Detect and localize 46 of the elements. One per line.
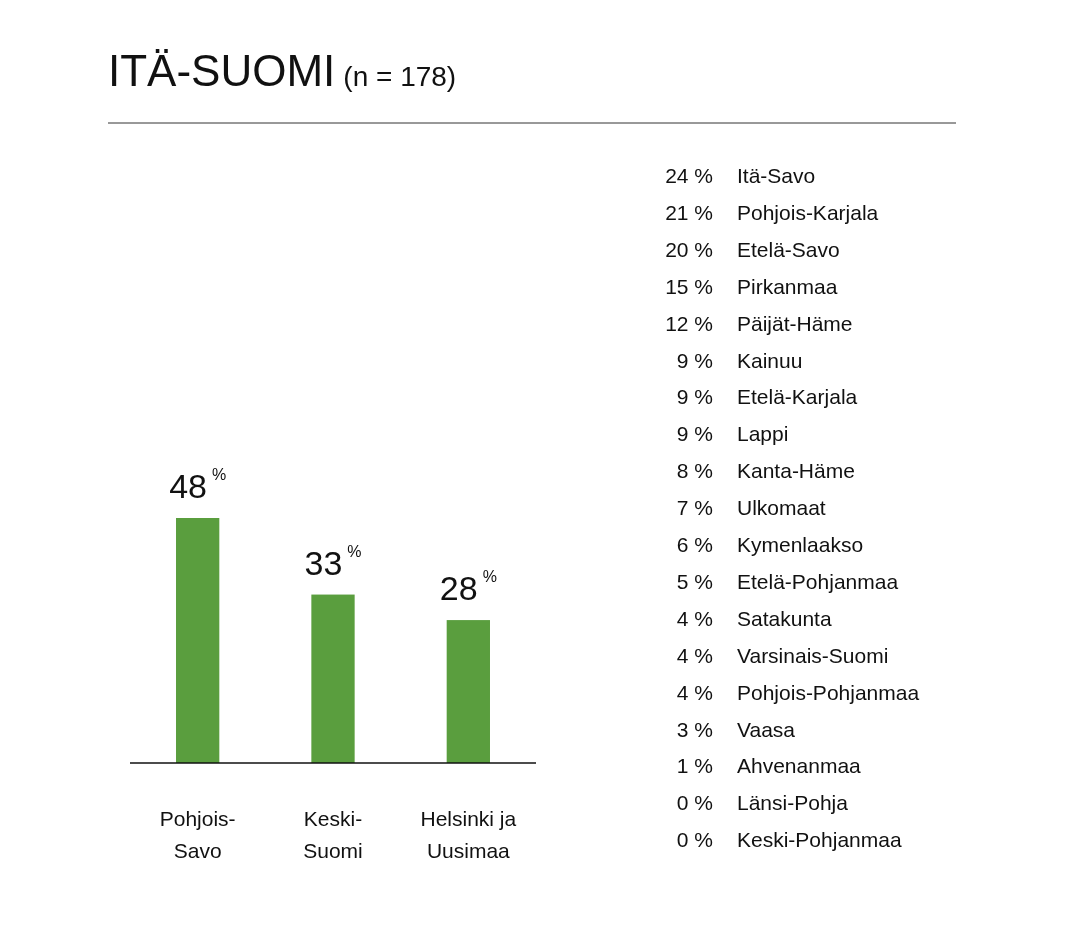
data-label: 12 % <box>665 311 713 335</box>
category-label: Lappi <box>737 422 789 446</box>
x-tick-label: Keski-Suomi <box>303 807 363 862</box>
data-label: 28$^{%}$ <box>439 568 497 608</box>
data-label: 8 % <box>676 459 713 483</box>
chart-title: ITÄ-SUOMI <box>108 46 336 95</box>
category-label: Etelä-Karjala <box>737 385 858 409</box>
category-label: Itä-Savo <box>737 164 816 187</box>
data-label: 20 % <box>665 237 713 261</box>
category-label: Etelä-Savo <box>737 237 840 261</box>
category-label: Ahvenanmaa <box>737 754 862 778</box>
data-label: 0 % <box>676 791 713 815</box>
category-label: Varsinais-Suomi <box>737 643 889 667</box>
data-label: 33$^{%}$ <box>304 542 362 582</box>
data-label: 21 % <box>665 200 713 224</box>
data-label: 9 % <box>676 348 713 372</box>
data-label: 4 % <box>676 680 713 704</box>
data-label: 5 % <box>676 569 713 593</box>
category-label: Kainuu <box>737 348 803 372</box>
x-tick-label: Helsinki ja Uusimaa <box>420 807 517 862</box>
data-label: 3 % <box>676 717 713 741</box>
x-tick-label: Pohjois-Savo <box>159 807 236 862</box>
category-label: Vaasa <box>737 717 796 741</box>
category-label: Satakunta <box>737 606 832 630</box>
data-label: 6 % <box>676 533 713 556</box>
data-label: 0 % <box>676 828 713 852</box>
category-label: Päijät-Häme <box>737 311 853 335</box>
category-label: Ulkomaat <box>737 496 826 520</box>
category-label: Pohjois-Karjala <box>737 200 879 224</box>
chart-subtitle: (n = 178) <box>343 61 457 92</box>
data-label: 9 % <box>676 422 713 446</box>
category-label: Kanta-Häme <box>737 459 855 483</box>
data-label: 24 % <box>665 164 713 187</box>
data-label: 15 % <box>665 274 713 298</box>
data-label: 7 % <box>676 496 713 520</box>
category-label: Etelä-Pohjanmaa <box>737 569 899 593</box>
category-label: Keski-Pohjanmaa <box>737 828 902 852</box>
data-label: 4 % <box>676 606 713 630</box>
category-label: Länsi-Pohja <box>737 791 849 815</box>
data-label: 4 % <box>676 643 713 667</box>
data-label: 9 % <box>676 385 713 409</box>
category-label: Pohjois-Pohjanmaa <box>737 680 920 704</box>
category-label: Pirkanmaa <box>737 274 838 298</box>
data-label: 48$^{%}$ <box>169 466 227 505</box>
category-label: Kymenlaakso <box>737 533 864 556</box>
data-label: 1 % <box>676 754 713 778</box>
